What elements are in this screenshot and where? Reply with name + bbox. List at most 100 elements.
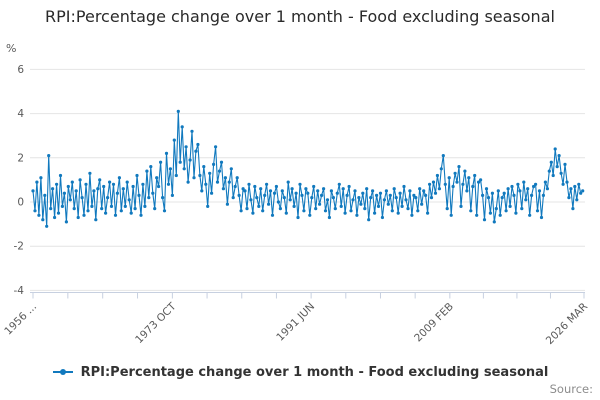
series-point — [320, 193, 324, 197]
series-point — [56, 211, 61, 215]
series-point — [406, 207, 410, 211]
series-point — [524, 198, 528, 202]
series-point — [553, 147, 557, 151]
series-point — [575, 198, 579, 202]
series-point — [322, 187, 326, 191]
series-point — [72, 207, 76, 211]
series-point — [339, 204, 343, 208]
series-point — [166, 182, 171, 186]
series-point — [396, 211, 400, 215]
series-point — [429, 196, 434, 200]
series-point — [496, 189, 500, 193]
series-point — [190, 129, 194, 133]
series-point — [388, 193, 392, 197]
series-point — [532, 184, 536, 189]
series-point — [333, 207, 337, 211]
series-point — [58, 173, 63, 178]
series-point — [215, 180, 220, 184]
series-point — [92, 189, 96, 193]
series-point — [184, 145, 188, 149]
series-point — [143, 204, 147, 208]
series-point — [500, 196, 504, 200]
series-point — [239, 209, 243, 213]
series-point — [457, 165, 461, 169]
series-point — [547, 169, 551, 173]
series-point — [435, 173, 439, 178]
series-point — [549, 160, 553, 164]
series-point — [565, 180, 569, 184]
series-point — [455, 180, 459, 184]
series-point — [41, 218, 45, 222]
chart-plot-area: 6 4 2 0 -2 -4 1956 ... 1973 OCT 1991 JUN 2009 FEB… — [2, 64, 590, 347]
series-point — [263, 193, 267, 197]
series-point — [219, 160, 224, 164]
series-point — [465, 189, 469, 193]
series-point — [117, 176, 121, 180]
series-point — [314, 207, 318, 211]
series-point — [416, 209, 420, 213]
series-point — [569, 187, 573, 191]
series-point — [39, 176, 43, 180]
series-point — [367, 218, 371, 222]
series-point — [577, 182, 581, 186]
series-point — [557, 154, 561, 158]
series-point — [559, 171, 563, 175]
series-point — [304, 187, 308, 191]
series-point — [400, 204, 404, 208]
series-point — [259, 187, 263, 191]
series-point — [343, 211, 347, 215]
series-point — [300, 193, 304, 197]
series-point — [371, 189, 375, 193]
series-point — [481, 193, 485, 197]
series-point — [137, 193, 141, 197]
series-point — [539, 215, 544, 220]
series-point — [581, 189, 585, 193]
series-point — [428, 182, 432, 186]
series-point — [131, 184, 135, 189]
x-axis-tick-label: 1991 JUN — [274, 301, 317, 344]
series-point — [302, 209, 306, 213]
series-point — [268, 189, 273, 193]
series-point — [104, 211, 108, 215]
series-point — [408, 189, 412, 193]
legend[interactable]: RPI:Percentage change over 1 month - Foo… — [0, 363, 600, 381]
series-point — [64, 220, 68, 224]
series-point — [316, 189, 320, 193]
series-point — [349, 209, 353, 213]
series-point — [477, 180, 481, 184]
series-point — [127, 198, 131, 202]
x-axis-tick-label: 1956 ... — [2, 301, 39, 338]
series-point — [537, 189, 542, 193]
series-point — [237, 193, 241, 197]
series-point — [431, 180, 436, 184]
series-point — [543, 180, 548, 184]
series-point — [410, 213, 414, 217]
series-point — [475, 213, 479, 217]
series-point — [335, 191, 339, 195]
y-axis-tick-label: 0 — [17, 197, 24, 209]
chart-title: RPI:Percentage change over 1 month - Foo… — [45, 7, 555, 26]
series-point — [47, 154, 51, 158]
series-point — [115, 191, 119, 195]
series-point — [325, 198, 330, 202]
series-point — [298, 182, 302, 186]
series-point — [375, 193, 379, 197]
series-point — [280, 189, 284, 193]
series-point — [180, 125, 184, 129]
series-point — [526, 187, 530, 191]
series-point — [473, 173, 477, 178]
series-point — [426, 211, 430, 215]
series-point — [390, 209, 394, 213]
series-line — [32, 110, 584, 227]
series-point — [361, 191, 365, 195]
series-point — [365, 187, 369, 191]
series-point — [176, 109, 180, 113]
series-point — [206, 204, 210, 208]
series-point — [467, 176, 471, 180]
series-point — [174, 173, 178, 178]
series-point — [196, 142, 200, 147]
y-axis-unit-label: % — [6, 42, 17, 55]
series-point — [359, 202, 363, 206]
series-point — [347, 184, 351, 189]
series-point — [249, 198, 253, 202]
